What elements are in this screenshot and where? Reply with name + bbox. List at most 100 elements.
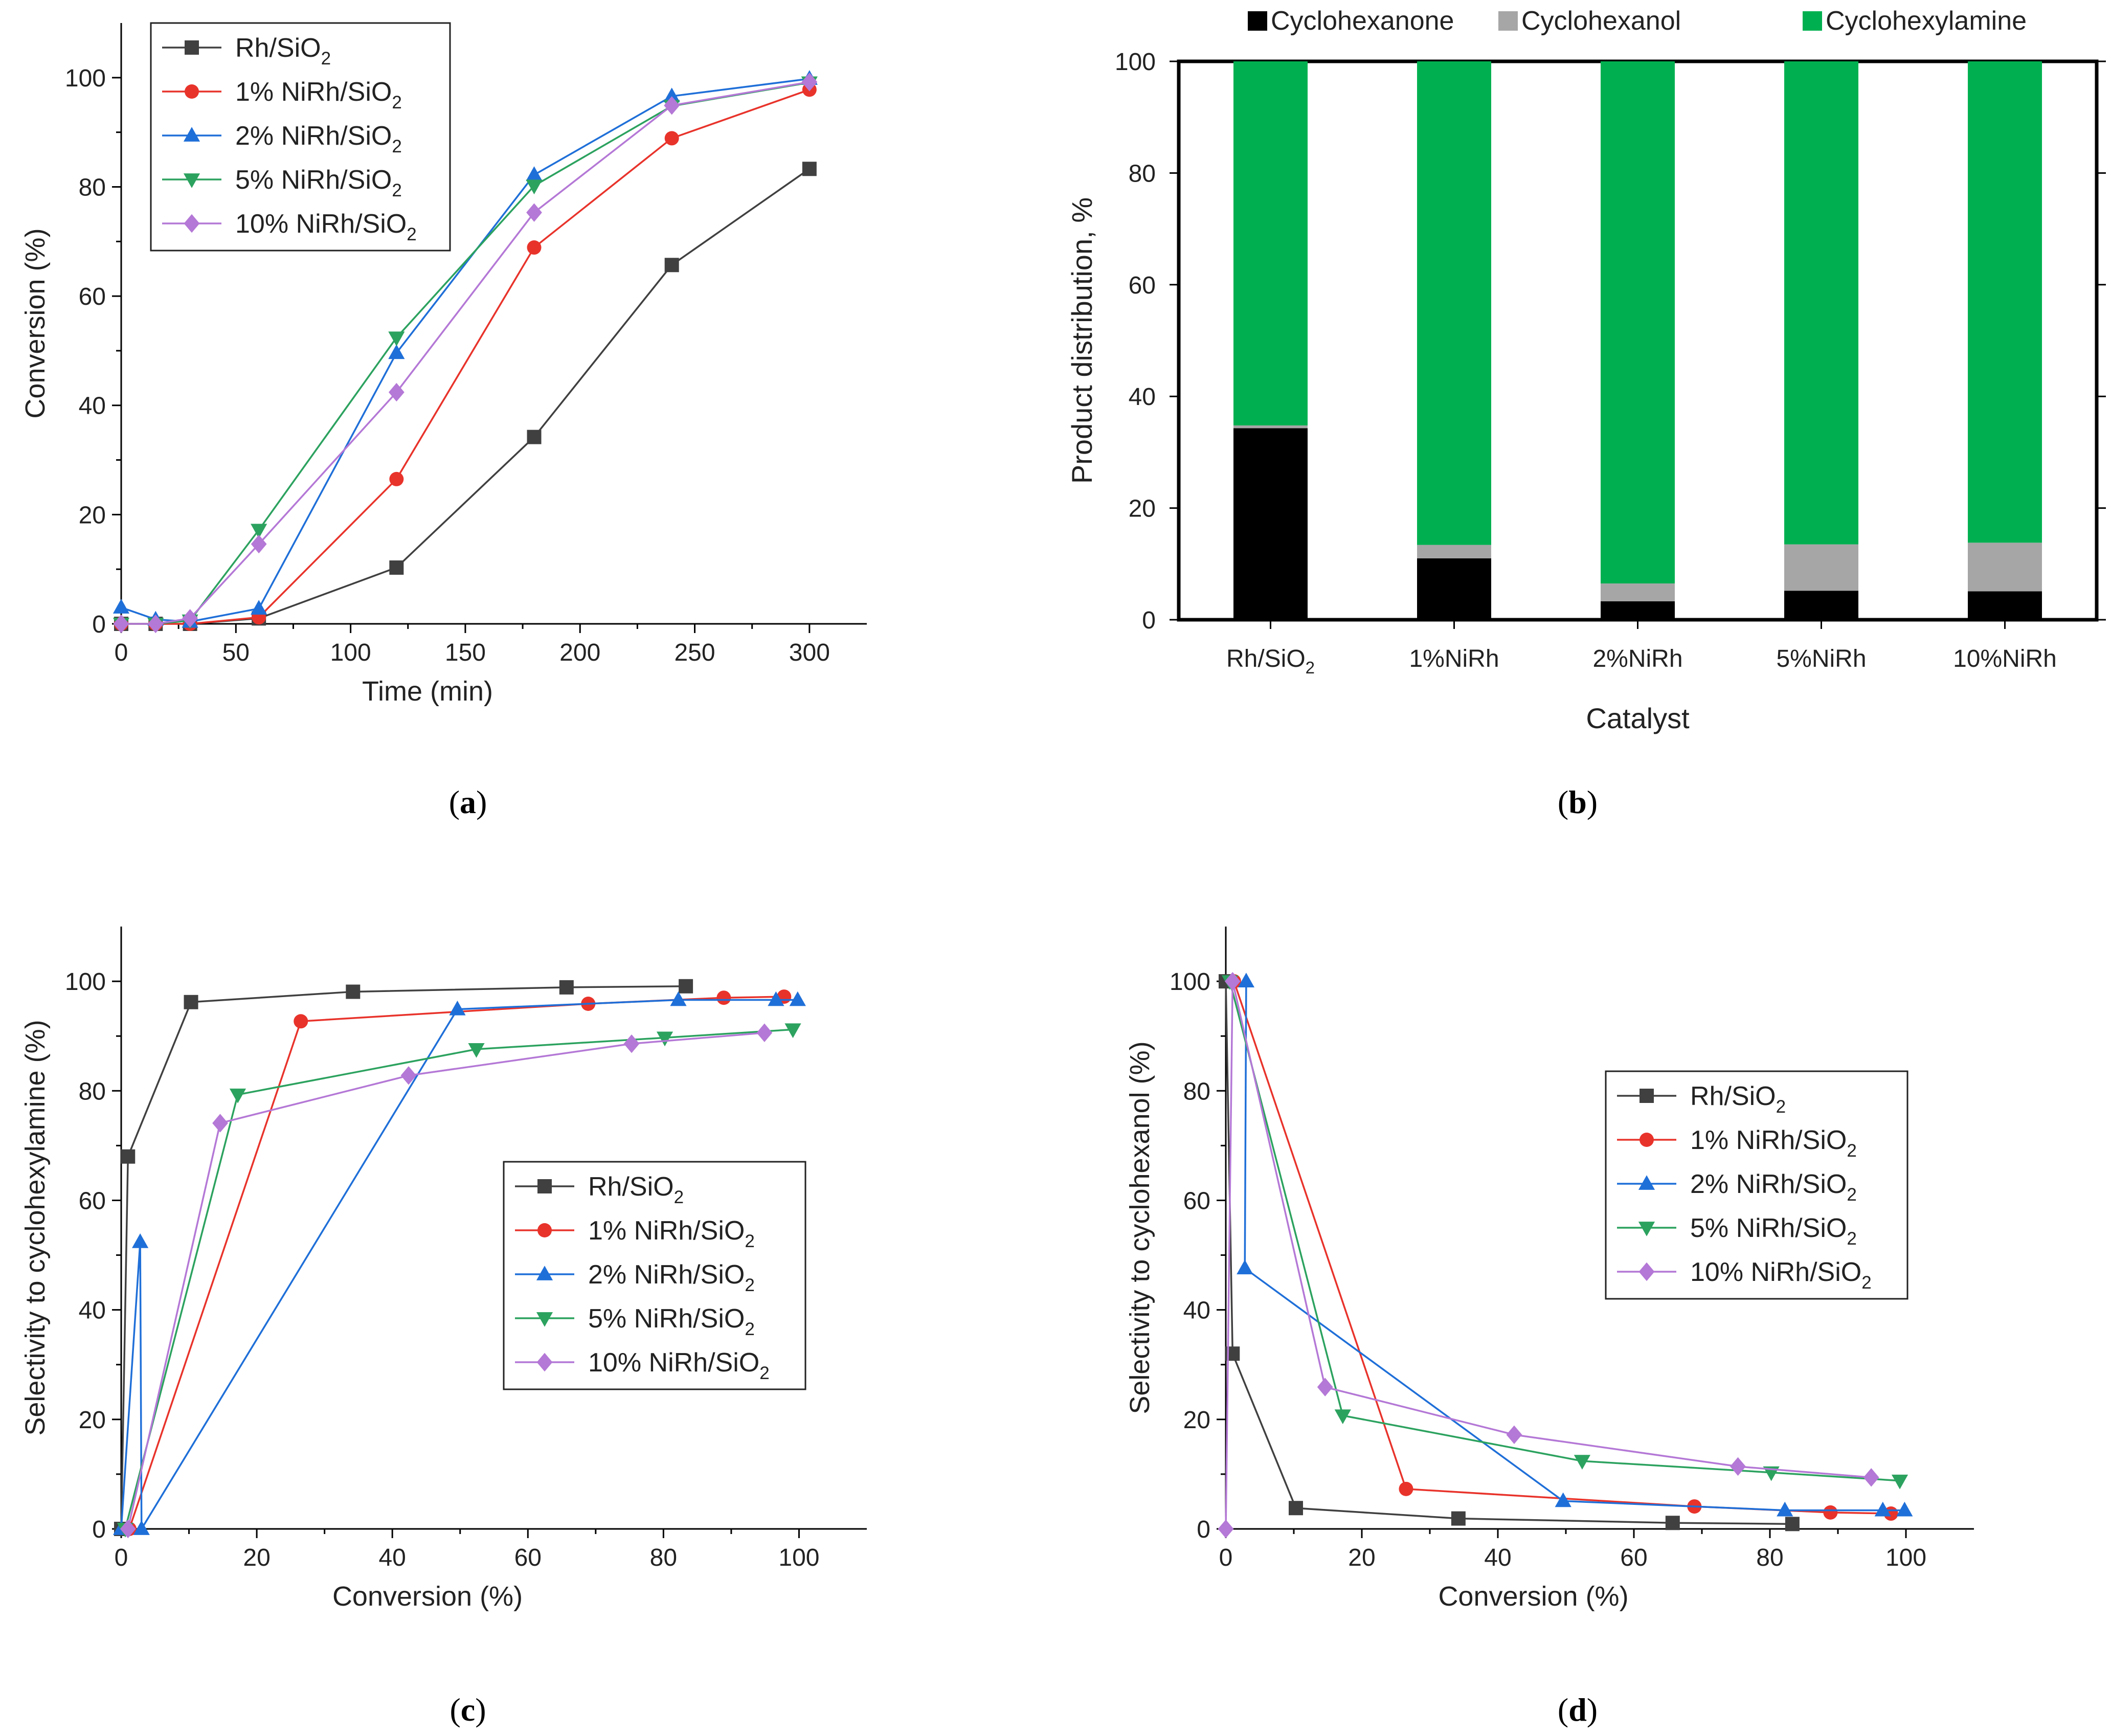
legend: Rh/SiO2 1% NiRh/SiO2 2% NiRh/SiO2 5% NiRh/S… xyxy=(150,22,451,252)
x-tick-label: 80 xyxy=(650,1544,677,1571)
legend-swatch xyxy=(1498,11,1518,31)
legend: Cyclohexanone Cyclohexanol Cyclohexylamine xyxy=(1248,6,2027,36)
x-tick-label: 60 xyxy=(1620,1544,1647,1571)
bar-cyclohexylamine xyxy=(1601,61,1675,584)
y-tick-label: 80 xyxy=(1183,1078,1210,1105)
data-point xyxy=(121,1149,136,1164)
panel-label: (b) xyxy=(1558,784,1598,820)
y-axis-label: Selectivity to cyclohexanol (%) xyxy=(1125,1041,1155,1414)
y-tick-label: 80 xyxy=(1129,160,1156,187)
panel-label: (d) xyxy=(1558,1692,1598,1728)
legend-box xyxy=(150,22,451,252)
legend-marker xyxy=(184,214,200,233)
legend-label: Rh/SiO2 xyxy=(235,33,331,69)
data-point xyxy=(147,614,164,634)
legend-label: 10% NiRh/SiO2 xyxy=(235,209,417,244)
data-point xyxy=(449,1000,466,1016)
data-point xyxy=(400,1066,417,1085)
data-point xyxy=(1777,1501,1793,1517)
x-tick-label: 5%NiRh xyxy=(1776,645,1866,672)
legend-marker xyxy=(185,40,199,55)
data-point xyxy=(184,995,198,1009)
data-point xyxy=(1224,972,1241,991)
legend-marker xyxy=(1638,1262,1655,1281)
y-axis-label: Selectivity to cyclohexylamine (%) xyxy=(20,1020,51,1435)
legend-label: 10% NiRh/SiO2 xyxy=(588,1348,770,1383)
x-tick-label: 100 xyxy=(1885,1544,1926,1571)
legend: Rh/SiO2 1% NiRh/SiO2 2% NiRh/SiO2 5% NiRh/S… xyxy=(1605,1070,1908,1300)
bar-cyclohexanol xyxy=(1417,545,1491,558)
data-point xyxy=(251,524,267,539)
data-point xyxy=(1317,1378,1333,1396)
data-point xyxy=(389,471,404,486)
data-point xyxy=(664,258,679,273)
data-point xyxy=(120,1519,136,1539)
x-axis-label: Conversion (%) xyxy=(332,1581,523,1612)
x-tick-label: 0 xyxy=(1219,1544,1233,1571)
y-tick-label: 40 xyxy=(1129,384,1156,411)
data-point xyxy=(113,599,130,614)
data-point xyxy=(346,984,361,999)
y-tick-label: 0 xyxy=(1142,607,1156,634)
legend-label: Cyclohexylamine xyxy=(1826,6,2027,36)
data-point xyxy=(1555,1492,1571,1507)
data-point xyxy=(664,96,680,115)
legend-marker xyxy=(537,1179,552,1193)
data-point xyxy=(1399,1481,1413,1496)
bar-cyclohexylamine xyxy=(1784,61,1858,545)
series-line-5 xyxy=(1225,981,1872,1529)
data-point xyxy=(1823,1505,1838,1520)
x-tick-label: 100 xyxy=(330,639,371,666)
bar-cyclohexanone xyxy=(1784,591,1858,620)
legend-marker xyxy=(537,1223,552,1237)
x-tick-label: 10%NiRh xyxy=(1953,645,2057,672)
bar-cyclohexanol xyxy=(1233,425,1308,429)
data-point xyxy=(1288,1501,1303,1516)
legend-swatch xyxy=(1248,11,1267,31)
data-point xyxy=(1451,1511,1466,1526)
data-point xyxy=(527,430,542,444)
data-point xyxy=(756,1023,773,1042)
legend-marker xyxy=(183,127,200,142)
data-point xyxy=(1891,1474,1908,1490)
data-point xyxy=(1218,1519,1234,1539)
y-tick-label: 0 xyxy=(92,1516,106,1543)
data-point xyxy=(789,991,806,1006)
bar-cyclohexanol xyxy=(1601,583,1675,601)
data-point xyxy=(1730,1457,1746,1476)
x-tick-label: 0 xyxy=(115,1544,128,1571)
data-point xyxy=(801,73,818,92)
y-tick-label: 60 xyxy=(1129,272,1156,299)
panel-d: 0 20 40 60 80 100 0 20 40 60 80 100 Conversion (%) Se… xyxy=(1125,927,1974,1728)
panel-a: 0 50 100 150 200 250 300 0 20 40 60 80 100 Time (min)… xyxy=(20,22,867,820)
legend-label: Cyclohexanone xyxy=(1271,6,1454,36)
legend-label: 10% NiRh/SiO2 xyxy=(1690,1257,1872,1293)
data-point xyxy=(251,600,267,615)
legend-marker xyxy=(536,1352,553,1372)
data-point xyxy=(670,991,687,1006)
legend-label: 2% NiRh/SiO2 xyxy=(1690,1169,1857,1205)
legend-box xyxy=(1605,1070,1908,1300)
y-tick-label: 60 xyxy=(1183,1187,1210,1214)
y-tick-label: 40 xyxy=(79,1297,106,1324)
data-point xyxy=(182,609,198,628)
data-point xyxy=(784,1023,801,1039)
data-point xyxy=(388,344,405,359)
data-point xyxy=(663,87,680,103)
legend-box xyxy=(503,1161,806,1390)
legend-label: 1% NiRh/SiO2 xyxy=(588,1216,755,1251)
y-tick-label: 80 xyxy=(79,174,106,201)
data-point xyxy=(526,179,543,195)
x-tick-label: 20 xyxy=(1348,1544,1375,1571)
legend-label: 5% NiRh/SiO2 xyxy=(1690,1213,1857,1249)
y-tick-label: 100 xyxy=(65,65,106,92)
bar-cyclohexanol xyxy=(1784,544,1858,591)
legend-marker xyxy=(536,1266,553,1280)
x-tick-label: 250 xyxy=(674,639,715,666)
x-axis-label: Conversion (%) xyxy=(1438,1581,1628,1612)
legend-label: Rh/SiO2 xyxy=(1690,1081,1786,1117)
data-point xyxy=(212,1114,228,1133)
data-point xyxy=(132,1233,149,1248)
y-tick-label: 20 xyxy=(1129,495,1156,523)
legend-marker xyxy=(1640,1089,1654,1103)
